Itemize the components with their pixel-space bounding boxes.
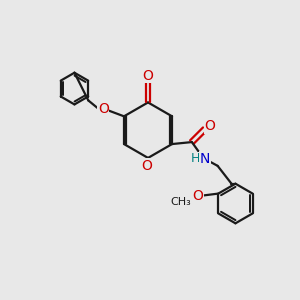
Text: O: O: [98, 102, 109, 116]
Text: O: O: [142, 159, 152, 173]
Text: N: N: [200, 152, 210, 166]
Text: O: O: [204, 119, 215, 133]
Text: O: O: [192, 189, 203, 202]
Text: O: O: [142, 69, 154, 83]
Text: H: H: [191, 152, 200, 165]
Text: CH₃: CH₃: [170, 196, 191, 206]
